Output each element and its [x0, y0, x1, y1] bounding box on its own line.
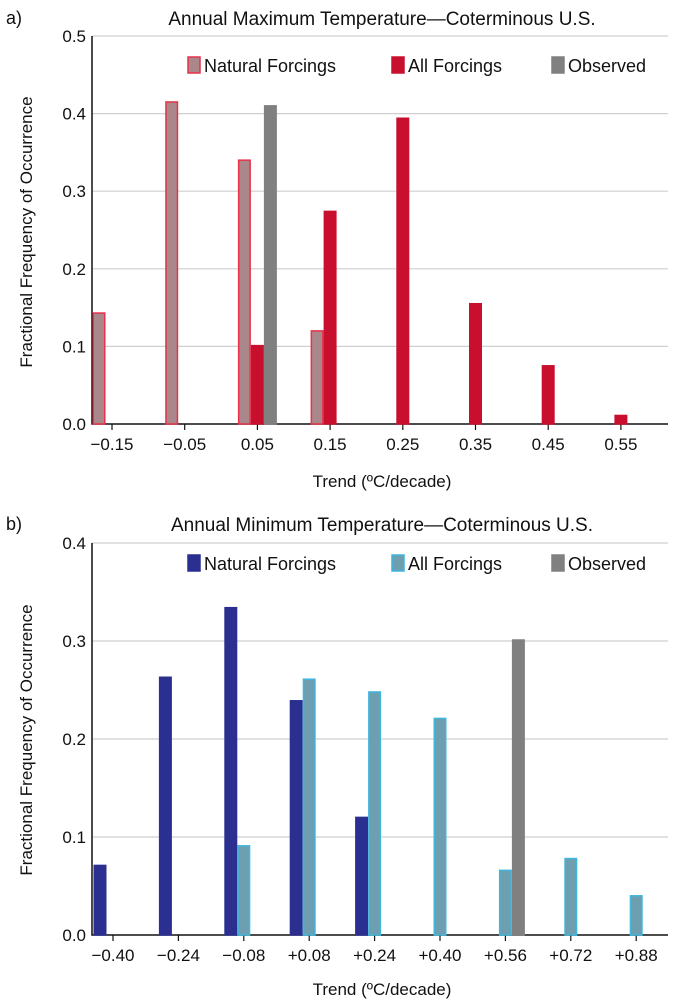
bar-natural-forcings — [355, 816, 369, 936]
bar-all-forcings — [396, 117, 410, 425]
y-tick-label: 0.3 — [62, 632, 86, 651]
bar-natural-forcings — [92, 312, 106, 425]
bar-all-forcings — [629, 895, 643, 936]
y-tick-label: 0.0 — [62, 415, 86, 434]
bar-all-forcings — [541, 365, 555, 425]
bar-all-forcings — [498, 869, 512, 936]
panel-b: b) Annual Minimum Temperature—Coterminou… — [6, 514, 668, 999]
x-tick-label: −0.05 — [163, 435, 206, 454]
legend-swatch-natural-forcings — [187, 554, 201, 572]
legend-label-observed: Observed — [568, 56, 646, 76]
x-tick-label: +0.88 — [615, 946, 658, 965]
x-tick-label: 0.35 — [459, 435, 492, 454]
legend-label-all-forcings: All Forcings — [408, 56, 502, 76]
bar-observed — [263, 105, 277, 425]
x-tick-label: 0.05 — [241, 435, 274, 454]
axes-b — [91, 543, 668, 936]
y-tick-label: 0.5 — [62, 27, 86, 46]
legend-label-natural-forcings: Natural Forcings — [204, 554, 336, 574]
bar-all-forcings — [564, 857, 578, 936]
x-tick-label: +0.40 — [418, 946, 461, 965]
y-tick-label: 0.1 — [62, 337, 86, 356]
chart-title-a: Annual Maximum Temperature—Coterminous U… — [168, 9, 595, 30]
chart-title-b: Annual Minimum Temperature—Coterminous U… — [171, 515, 593, 536]
legend-label-natural-forcings: Natural Forcings — [204, 56, 336, 76]
bar-all-forcings — [323, 210, 337, 425]
bar-all-forcings — [368, 691, 382, 936]
x-tick-label: −0.08 — [222, 946, 265, 965]
legend-swatch-natural-forcings — [187, 56, 201, 74]
y-tick-label: 0.1 — [62, 828, 86, 847]
bar-natural-forcings — [310, 330, 324, 425]
legend-swatch-all-forcings — [391, 56, 405, 74]
bar-natural-forcings — [93, 864, 107, 936]
bar-all-forcings — [237, 845, 251, 936]
legend-label-observed: Observed — [568, 554, 646, 574]
y-tick-label: 0.4 — [62, 534, 86, 553]
legend-swatch-all-forcings — [391, 554, 405, 572]
x-tick-label: +0.08 — [288, 946, 331, 965]
x-tick-label: −0.40 — [91, 946, 134, 965]
x-tick-label: +0.24 — [353, 946, 396, 965]
x-tick-label: 0.15 — [314, 435, 347, 454]
x-tick-label: +0.56 — [484, 946, 527, 965]
panel-label-a: a) — [6, 8, 22, 28]
y-tick-label: 0.0 — [62, 926, 86, 945]
x-axis-label-b: Trend (ºC/decade) — [313, 980, 452, 999]
bar-natural-forcings — [289, 700, 303, 936]
bar-all-forcings — [250, 344, 264, 425]
legend-swatch-observed — [551, 56, 565, 74]
x-tick-label: +0.72 — [549, 946, 592, 965]
panel-a: a) Annual Maximum Temperature—Coterminou… — [6, 8, 668, 491]
panel-label-b: b) — [6, 514, 22, 534]
bar-natural-forcings — [224, 606, 238, 936]
bar-all-forcings — [302, 678, 316, 936]
x-tick-label: −0.24 — [157, 946, 200, 965]
bar-observed — [511, 639, 525, 936]
axes-a — [91, 36, 668, 425]
bar-natural-forcings — [165, 101, 179, 425]
y-tick-label: 0.2 — [62, 730, 86, 749]
y-axis-label-b: Fractional Frequency of Occurrence — [17, 604, 36, 875]
bar-natural-forcings — [237, 159, 251, 425]
x-tick-label: 0.45 — [532, 435, 565, 454]
x-tick-label: 0.25 — [386, 435, 419, 454]
legend-swatch-observed — [551, 554, 565, 572]
bar-all-forcings — [469, 302, 482, 425]
y-axis-label-a: Fractional Frequency of Occurrence — [17, 96, 36, 367]
bar-natural-forcings — [158, 676, 172, 936]
bar-all-forcings — [433, 717, 447, 936]
y-tick-label: 0.4 — [62, 105, 86, 124]
legend-label-all-forcings: All Forcings — [408, 554, 502, 574]
x-tick-label: 0.55 — [604, 435, 637, 454]
x-tick-label: −0.15 — [90, 435, 133, 454]
x-axis-label-a: Trend (ºC/decade) — [313, 472, 452, 491]
y-tick-label: 0.3 — [62, 182, 86, 201]
bar-all-forcings — [614, 414, 628, 425]
y-tick-label: 0.2 — [62, 260, 86, 279]
